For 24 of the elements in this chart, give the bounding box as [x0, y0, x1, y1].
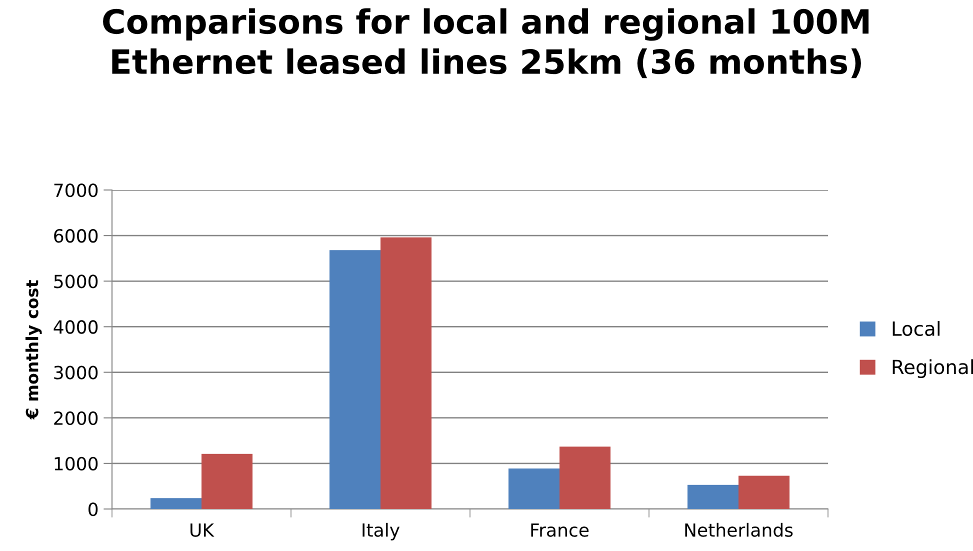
y-tick-label: 1000	[54, 456, 98, 471]
x-tick-label: Italy	[362, 522, 400, 540]
x-tick-label: UK	[190, 523, 214, 537]
bar	[738, 476, 790, 509]
y-tick-label: 0	[88, 502, 98, 516]
legend-label: Local	[892, 320, 940, 336]
y-tick-label: 3000	[54, 366, 98, 380]
y-tick-label: 4000	[54, 320, 98, 334]
bar	[329, 250, 380, 509]
bar	[560, 446, 611, 509]
x-tick-label: Netherlands	[685, 522, 793, 537]
y-tick-label: 5000	[54, 274, 98, 288]
y-axis-title: € monthly cost	[25, 280, 42, 420]
bar	[202, 454, 253, 509]
bar	[380, 237, 432, 509]
chart-title: Comparisons for local and regional 100M Ethernet leased lines 25km (36 months)	[103, 8, 869, 78]
bar	[508, 468, 560, 509]
y-tick-label: 7000	[54, 183, 98, 198]
bar	[687, 484, 738, 509]
legend-label: Regional	[892, 359, 973, 378]
y-tick-label: 6000	[54, 229, 98, 243]
x-tick-label: France	[531, 523, 589, 537]
y-tick-label: 2000	[54, 411, 98, 425]
bar	[150, 498, 202, 509]
